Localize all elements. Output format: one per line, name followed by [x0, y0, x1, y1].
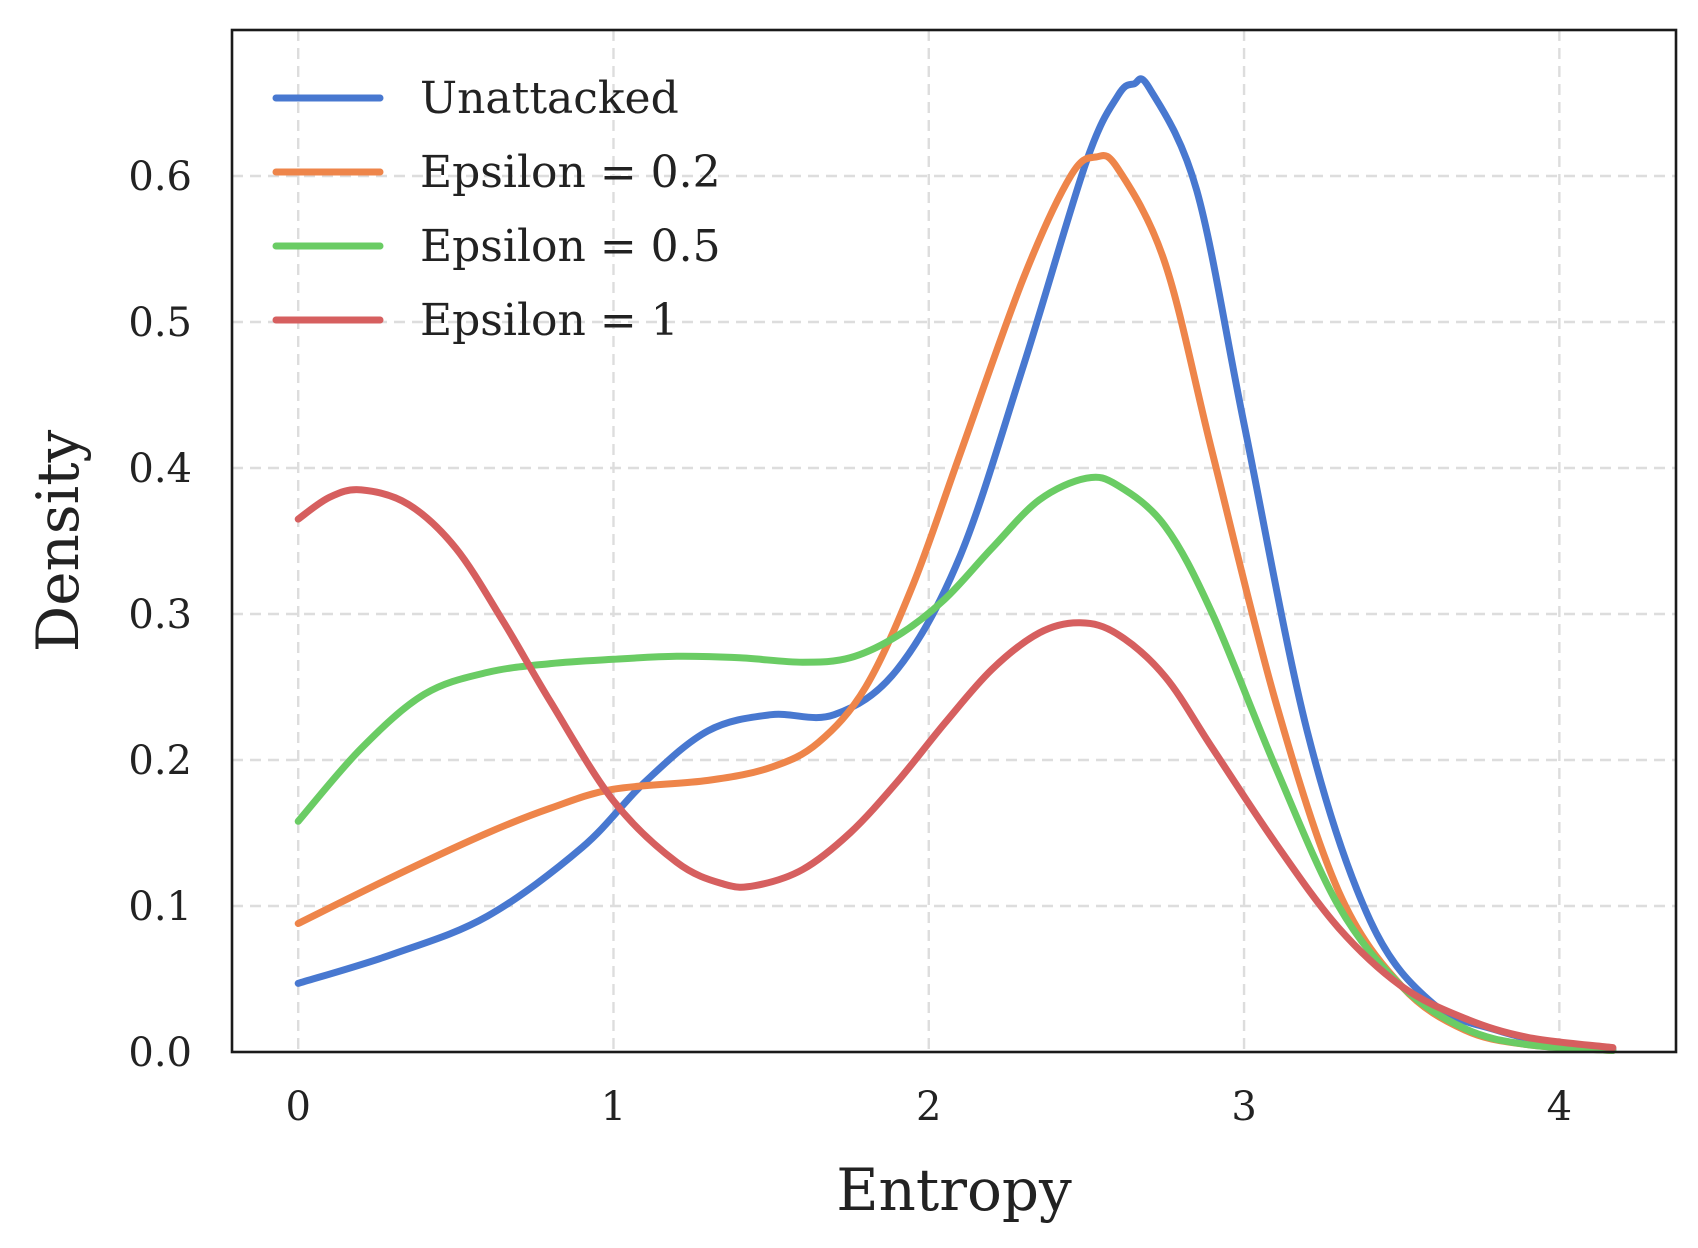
y-tick-label: 0.0 — [128, 1030, 192, 1076]
legend-label-epsilon-0-5: Epsilon = 0.5 — [420, 221, 721, 272]
x-tick-label: 4 — [1547, 1084, 1572, 1130]
y-tick-label: 0.1 — [128, 884, 192, 930]
y-tick-label: 0.2 — [128, 738, 192, 784]
grid-lines — [232, 30, 1676, 1052]
y-axis-title: Density — [24, 429, 92, 652]
legend: Unattacked Epsilon = 0.2 Epsilon = 0.5 Epsi… — [272, 73, 721, 346]
series-lines — [294, 75, 1617, 1054]
legend-label-epsilon-0-2: Epsilon = 0.2 — [420, 147, 721, 198]
series-line-epsilon-0-2 — [294, 152, 1617, 1054]
x-tick-label: 1 — [601, 1084, 626, 1130]
legend-label-epsilon-1: Epsilon = 1 — [420, 295, 679, 346]
plot-area-frame — [230, 28, 1678, 1054]
series-line-epsilon-1 — [294, 486, 1617, 1052]
y-tick-label: 0.3 — [128, 592, 192, 638]
series-line-epsilon-0-5 — [294, 473, 1617, 1054]
y-tick-label: 0.6 — [128, 154, 192, 200]
x-axis-title: Entropy — [836, 1156, 1072, 1224]
tick-labels: 0 1 2 3 4 0.0 0.1 0.2 0.3 0.4 0.5 0.6 — [128, 154, 1572, 1130]
x-tick-label: 2 — [916, 1084, 941, 1130]
x-tick-label: 3 — [1231, 1084, 1256, 1130]
legend-label-unattacked: Unattacked — [420, 73, 679, 124]
y-tick-label: 0.5 — [128, 300, 192, 346]
x-tick-label: 0 — [285, 1084, 310, 1130]
y-tick-label: 0.4 — [128, 446, 192, 492]
